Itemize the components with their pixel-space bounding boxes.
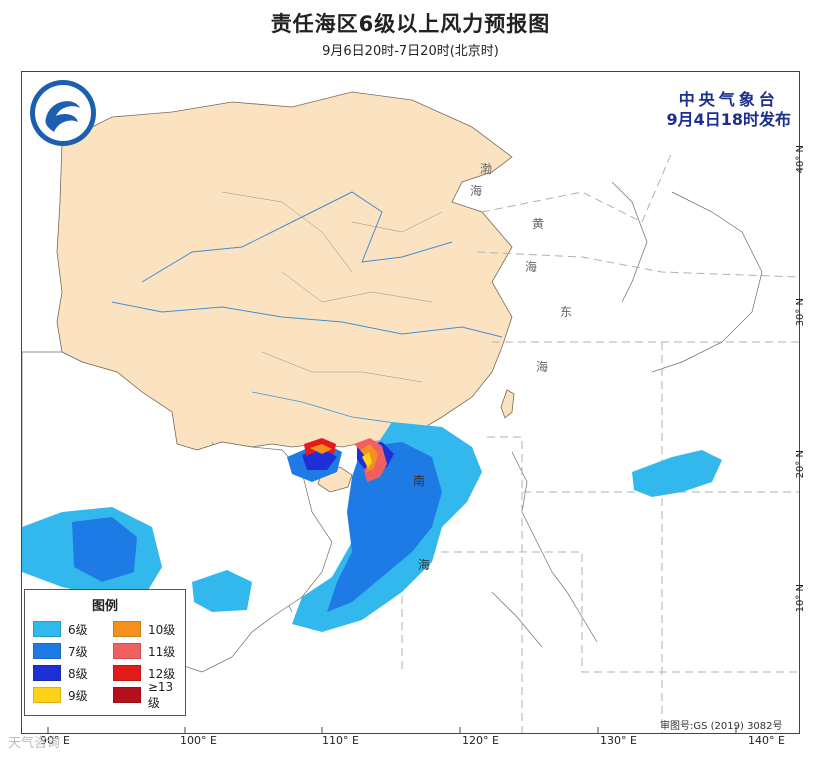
- legend: 图例 6级 10级 7级 11级 8级 12级 9级 ≥13级: [24, 589, 186, 716]
- sea-label-south-1: 南: [413, 474, 426, 488]
- legend-item-12: 12级: [105, 665, 185, 682]
- sea-label-bohai-2: 海: [470, 184, 483, 198]
- legend-label: 9级: [68, 688, 88, 703]
- province-borders: [221, 191, 443, 383]
- lat-label-20: 20° N: [795, 450, 806, 479]
- legend-item-9: 9级: [25, 687, 105, 704]
- lon-label-110: 110° E: [322, 734, 359, 747]
- legend-label: 8级: [68, 666, 88, 681]
- legend-swatch: [113, 643, 141, 659]
- lon-label-130: 130° E: [600, 734, 637, 747]
- legend-item-7: 7级: [25, 643, 105, 660]
- legend-item-11: 11级: [105, 643, 185, 660]
- legend-label: 11级: [148, 644, 176, 659]
- legend-item-13: ≥13级: [105, 680, 185, 711]
- legend-label: ≥13级: [147, 679, 174, 710]
- legend-label: 6级: [68, 622, 88, 637]
- lon-label-140: 140° E: [748, 734, 785, 747]
- sea-label-east-1: 东: [560, 305, 573, 319]
- lat-label-10: 10° N: [795, 584, 806, 613]
- yellow-river: [141, 191, 453, 283]
- philippines-outline: [491, 451, 598, 648]
- legend-label: 7级: [68, 644, 88, 659]
- legend-label: 10级: [148, 622, 176, 637]
- yangtze-river: [111, 301, 503, 338]
- legend-item-8: 8级: [25, 665, 105, 682]
- map-title: 责任海区6级以上风力预报图: [270, 12, 551, 36]
- map-subtitle: 9月6日20时-7日20时(北京时): [322, 44, 499, 59]
- lon-label-90: 90° E: [40, 734, 70, 747]
- legend-swatch: [113, 687, 141, 703]
- sea-label-south-2: 海: [418, 558, 431, 572]
- taiwan-island: [500, 389, 515, 419]
- sea-label-bohai-1: 渤: [480, 162, 493, 176]
- lat-label-30: 30° N: [795, 298, 806, 327]
- lat-label-40: 40° N: [795, 145, 806, 174]
- legend-title: 图例: [91, 599, 118, 614]
- sea-label-yellow-2: 海: [525, 260, 538, 274]
- sea-label-east-2: 海: [536, 360, 549, 374]
- sea-label-yellow-1: 黄: [532, 217, 545, 231]
- map-review-number: 审图号:GS (2019) 3082号: [660, 721, 783, 732]
- lon-label-100: 100° E: [180, 734, 217, 747]
- watermark: 天气咨询: [8, 736, 61, 751]
- cma-logo-icon: [30, 80, 96, 146]
- legend-swatch: [113, 665, 141, 681]
- map-canvas: [22, 91, 799, 733]
- legend-swatch: [33, 687, 61, 703]
- issuer-name: 中央气象台: [678, 90, 779, 109]
- legend-swatch: [33, 665, 61, 681]
- pearl-river: [251, 391, 403, 425]
- legend-swatch: [33, 621, 61, 637]
- wind-zone-high: [304, 438, 387, 482]
- legend-item-6: 6级: [25, 621, 105, 638]
- legend-swatch: [113, 621, 141, 637]
- lon-ticks: [47, 727, 737, 733]
- legend-swatch: [33, 643, 61, 659]
- lon-label-120: 120° E: [462, 734, 499, 747]
- korea-japan-outline: [611, 181, 763, 373]
- legend-label: 12级: [148, 666, 176, 681]
- legend-item-10: 10级: [105, 621, 185, 638]
- issue-time: 9月4日18时发布: [666, 110, 791, 129]
- issuer-block: 中央气象台 9月4日18时发布: [666, 90, 791, 130]
